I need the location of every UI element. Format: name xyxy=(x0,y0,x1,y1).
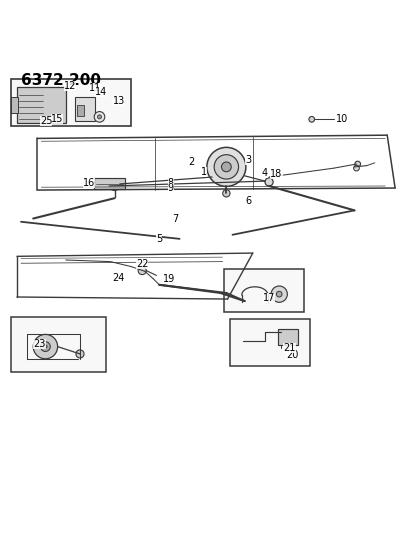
Text: 5: 5 xyxy=(156,234,162,244)
Text: 10: 10 xyxy=(336,114,348,124)
Text: 11: 11 xyxy=(89,83,101,93)
Bar xyxy=(17,87,66,123)
Text: 2: 2 xyxy=(188,157,195,167)
Text: 24: 24 xyxy=(113,273,125,283)
Text: 17: 17 xyxy=(263,293,275,303)
Circle shape xyxy=(98,115,102,119)
Circle shape xyxy=(33,334,58,359)
Text: 3: 3 xyxy=(245,155,251,165)
Bar xyxy=(231,319,310,366)
Circle shape xyxy=(354,165,359,171)
Circle shape xyxy=(44,345,47,348)
Text: 19: 19 xyxy=(163,274,175,284)
Circle shape xyxy=(223,190,230,197)
Circle shape xyxy=(309,117,315,122)
Circle shape xyxy=(214,155,239,179)
Circle shape xyxy=(222,162,231,172)
Text: 16: 16 xyxy=(83,177,95,188)
Circle shape xyxy=(355,161,361,167)
Text: 9: 9 xyxy=(168,183,174,193)
Circle shape xyxy=(138,266,146,274)
Circle shape xyxy=(276,292,282,297)
Text: 23: 23 xyxy=(33,339,46,349)
Circle shape xyxy=(94,111,105,122)
Bar xyxy=(75,96,95,121)
Text: 1: 1 xyxy=(201,167,207,177)
Text: 12: 12 xyxy=(64,81,76,91)
Circle shape xyxy=(271,286,287,302)
Text: 18: 18 xyxy=(270,169,282,179)
Bar xyxy=(278,329,297,344)
Text: 7: 7 xyxy=(173,214,179,223)
Bar xyxy=(77,106,84,116)
Text: 15: 15 xyxy=(51,114,63,124)
Text: 13: 13 xyxy=(113,95,125,106)
Circle shape xyxy=(265,178,273,186)
Bar xyxy=(224,269,304,312)
Text: 4: 4 xyxy=(262,168,268,178)
Text: 20: 20 xyxy=(286,350,299,360)
Bar xyxy=(11,97,18,113)
Circle shape xyxy=(76,350,84,358)
Circle shape xyxy=(109,180,120,190)
Bar xyxy=(11,79,131,126)
Bar xyxy=(94,178,125,189)
Text: 8: 8 xyxy=(168,177,174,188)
Text: 25: 25 xyxy=(40,116,53,126)
Text: 21: 21 xyxy=(283,343,295,353)
Bar xyxy=(11,317,106,372)
Circle shape xyxy=(40,342,50,351)
Text: 22: 22 xyxy=(136,260,149,270)
Text: 14: 14 xyxy=(95,87,108,98)
Circle shape xyxy=(207,147,246,187)
Text: 6: 6 xyxy=(246,197,252,206)
Text: 6372 200: 6372 200 xyxy=(21,74,101,88)
